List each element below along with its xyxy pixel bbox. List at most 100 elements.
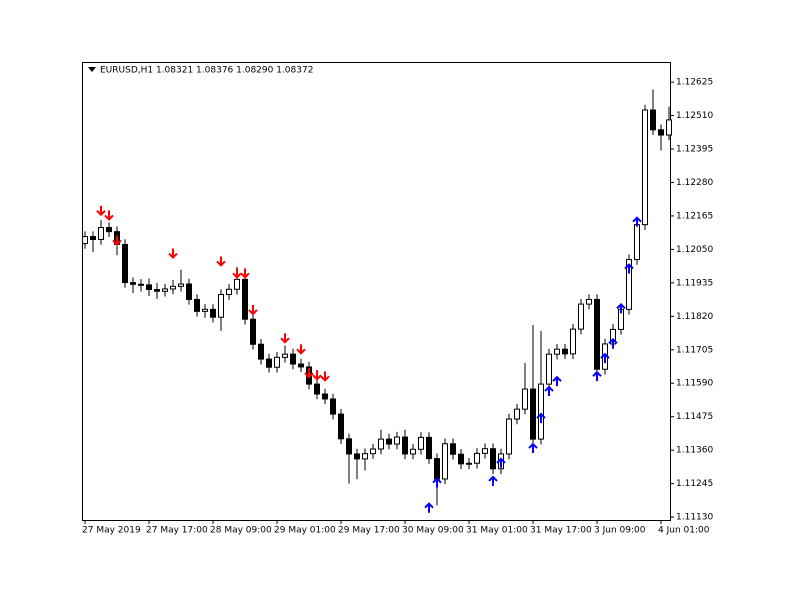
plot-frame xyxy=(82,62,671,521)
candle-body xyxy=(642,109,648,226)
candle-body xyxy=(250,318,256,345)
y-tick-label: 1.11935 xyxy=(676,278,713,288)
signal-arrow xyxy=(216,256,226,267)
y-tick-label: 1.11245 xyxy=(676,479,713,489)
candle-body xyxy=(218,293,224,318)
y-tick-label: 1.11130 xyxy=(676,513,713,523)
candle-body xyxy=(322,393,328,400)
signal-arrow xyxy=(112,235,122,246)
x-tick-label: 30 May 09:00 xyxy=(402,526,464,536)
signal-arrow xyxy=(600,352,610,364)
candle-body xyxy=(538,383,544,440)
signal-arrow xyxy=(304,368,314,379)
candle-body xyxy=(338,413,344,440)
signal-arrow xyxy=(616,302,626,314)
candle-body xyxy=(226,288,232,295)
candle-body xyxy=(426,436,432,460)
signal-arrow xyxy=(248,304,258,316)
candle-body xyxy=(474,452,480,464)
candle-body xyxy=(186,283,192,300)
x-tick-label: 31 May 17:00 xyxy=(530,526,592,536)
candle-body xyxy=(626,259,632,310)
candle-body xyxy=(658,129,664,136)
signal-arrow xyxy=(544,385,554,397)
candle-body xyxy=(378,438,384,450)
candle-body xyxy=(418,436,424,450)
x-tick-label: 29 May 17:00 xyxy=(338,526,400,536)
candle-body xyxy=(290,353,296,365)
x-tick-label: 31 May 01:00 xyxy=(466,526,528,536)
signal-arrow xyxy=(232,268,242,279)
signal-arrow xyxy=(632,216,642,227)
candle-body xyxy=(194,298,200,312)
candle-body xyxy=(122,243,128,284)
candle-body xyxy=(202,308,208,312)
signal-arrow xyxy=(280,333,290,344)
candle-body xyxy=(554,348,560,355)
signal-arrow xyxy=(104,210,114,221)
signal-arrow xyxy=(536,412,546,424)
candle-body xyxy=(634,224,640,261)
y-tick-label: 1.12625 xyxy=(676,78,713,88)
candle-body xyxy=(482,448,488,454)
candle-body xyxy=(434,458,440,480)
candle-body xyxy=(562,348,568,355)
y-tick-label: 1.12510 xyxy=(676,111,713,121)
candle-body xyxy=(394,436,400,445)
x-tick-label: 29 May 01:00 xyxy=(274,526,336,536)
y-tick-label: 1.12395 xyxy=(676,145,713,155)
y-tick-label: 1.11705 xyxy=(676,345,713,355)
signal-arrow xyxy=(320,371,330,382)
candle-body xyxy=(514,408,520,420)
candle-body xyxy=(266,358,272,368)
x-tick-label: 27 May 17:00 xyxy=(146,526,208,536)
candle-body xyxy=(546,353,552,385)
candle-body xyxy=(650,109,656,131)
candle-body xyxy=(410,448,416,455)
signal-arrow xyxy=(96,205,106,217)
signal-arrow xyxy=(608,337,618,349)
signal-arrow xyxy=(312,370,322,381)
y-tick-label: 1.11820 xyxy=(676,312,713,322)
signal-arrow xyxy=(488,475,498,486)
candle-body xyxy=(330,398,336,415)
candle-body xyxy=(362,453,368,460)
menu-triangle xyxy=(88,67,96,72)
candle-body xyxy=(666,119,672,136)
candle-body xyxy=(522,388,528,410)
y-tick-label: 1.12050 xyxy=(676,245,713,255)
candle-body xyxy=(402,436,408,455)
candle-body xyxy=(82,236,88,245)
candle-body xyxy=(490,448,496,470)
signal-arrow xyxy=(296,344,306,355)
candle-body xyxy=(466,462,472,465)
chart-title: EURUSD,H1 1.08321 1.08376 1.08290 1.0837… xyxy=(100,66,313,76)
candle-body xyxy=(90,236,96,240)
candle-body xyxy=(298,363,304,368)
x-tick-label: 3 Jun 09:00 xyxy=(594,526,646,536)
y-tick-label: 1.11590 xyxy=(676,379,713,389)
candle-body xyxy=(530,388,536,440)
y-tick-label: 1.11475 xyxy=(676,412,713,422)
signal-arrow xyxy=(592,370,602,382)
candle-body xyxy=(242,278,248,320)
y-tick-label: 1.11360 xyxy=(676,446,713,456)
candle-body xyxy=(354,453,360,460)
y-tick-label: 1.12280 xyxy=(676,178,713,188)
candle-body xyxy=(146,284,152,291)
x-tick-label: 4 Jun 01:00 xyxy=(658,526,710,536)
candle-body xyxy=(258,343,264,360)
candle-body xyxy=(346,438,352,455)
signal-arrow xyxy=(432,477,442,488)
candle-body xyxy=(98,227,104,240)
candle-body xyxy=(386,438,392,445)
signal-arrow xyxy=(552,375,562,387)
signal-arrow xyxy=(624,263,634,274)
candle-body xyxy=(594,298,600,370)
candle-body xyxy=(506,418,512,455)
x-tick-label: 28 May 09:00 xyxy=(210,526,272,536)
candle-body xyxy=(314,383,320,395)
candle-body xyxy=(442,443,448,480)
